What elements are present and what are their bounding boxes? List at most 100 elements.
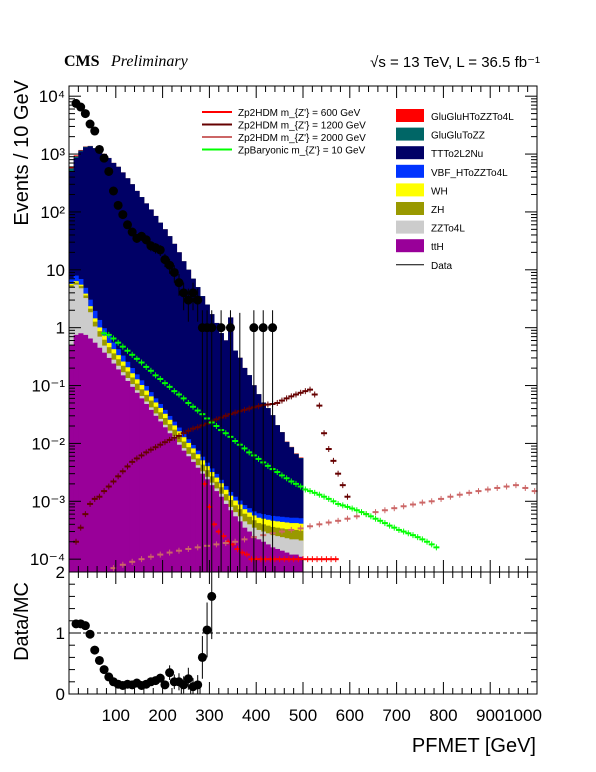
data-point [174,278,184,288]
main-panel: 10⁻⁴ 10⁻³ 10⁻² 10⁻¹ 1 10 10² 10³ 10⁴ [30,85,538,573]
stack-bar [190,461,196,572]
ratio-point [197,652,207,662]
stack-bar [246,531,252,572]
y-tick-label: 10⁻³ [31,492,65,511]
stack-bar [298,458,304,572]
ratio-point [165,668,175,678]
stack-bar [293,454,299,572]
ratio-panel: 0 1 2 100 200 300 400 500 600 700 800 900 1000 [56,563,542,725]
data-point [108,186,118,196]
stack-bar [195,467,201,572]
data-point [90,126,100,136]
legend-background-label: ZH [431,205,444,216]
stack-bar [157,421,163,572]
stack-bar [87,338,93,572]
stack-bar [73,334,79,572]
x-tick-label: 1000 [504,706,542,725]
stack-bar [111,363,117,572]
data-point [80,109,90,119]
ratio-point [80,621,90,631]
stacked-backgrounds [69,145,304,573]
stack-bar [162,427,168,572]
legend-background-swatch [396,146,424,160]
legend-background-swatch [396,127,424,141]
stack-bar [288,554,295,572]
data-point [183,295,193,305]
y-tick-label: 10⁴ [39,87,65,106]
stack-bar [223,503,229,572]
ratio-point [179,680,189,690]
ratio-x-ticks: 100 200 300 400 500 600 700 800 900 1000 [68,572,542,725]
stack-bar [97,347,103,572]
data-point [76,102,86,112]
data-point [104,166,114,176]
stack-bar [101,352,107,572]
legend-background-swatch [396,220,424,234]
stack-bar [279,550,285,572]
ratio-point [202,625,212,635]
ratio-y-tick-label: 0 [56,685,65,704]
x-tick-label: 200 [148,706,176,725]
data-point [258,323,268,333]
stack-bar [242,527,248,572]
legend-background-label: GluGluHToZZTo4L [431,112,514,123]
stack-bar [143,403,149,572]
data-point [127,227,137,237]
stack-bar [153,216,159,573]
ratio-point [85,629,95,639]
x-tick-label: 800 [429,706,457,725]
stack-bar [129,386,135,572]
data-points [71,98,278,572]
ratio-point [193,680,203,690]
ratio-point [90,645,100,655]
stack-bar [256,394,262,572]
data-point [188,288,198,298]
ratio-point [155,673,165,683]
y-tick-label: 10⁻¹ [31,377,65,396]
legend-background-label: ttH [431,242,444,253]
y-tick-label: 10³ [40,145,65,164]
stack-bar [265,408,271,572]
ratio-point [160,680,170,690]
legend-background-label: WH [431,186,448,197]
stack-bar [293,554,299,572]
stack-bar [284,552,290,572]
main-y-ticks: 10⁻⁴ 10⁻³ 10⁻² 10⁻¹ 1 10 10² 10³ 10⁴ [30,87,537,569]
legend-signal-label: Zp2HDM m_{Z'} = 1200 GeV [238,121,366,132]
stack-bar [242,368,248,572]
y-axis-title: Events / 10 GeV [11,79,33,225]
y-tick-label: 10² [40,203,65,222]
stack-bar [176,444,182,572]
legend-signal-label: ZpBaryonic m_{Z'} = 10 GeV [238,146,366,157]
stack-bar [162,229,168,573]
energy-lumi-label: √s = 13 TeV, L = 36.5 fb⁻¹ [370,54,540,71]
stack-bar [171,438,178,572]
stack-bar [232,350,238,572]
legend-signal-label: Zp2HDM m_{Z'} = 600 GeV [238,108,361,119]
data-point [113,200,123,210]
ratio-y-tick-label: 2 [56,563,65,582]
stack-bar [214,323,220,572]
legend-background-label: GluGluToZZ [431,131,485,142]
stack-bar [284,442,290,572]
x-tick-label: 300 [195,706,223,725]
stack-bar [78,333,84,572]
ratio-point [207,591,217,601]
x-tick-label: 400 [242,706,270,725]
status-label: Preliminary [110,53,189,70]
data-point [268,323,278,333]
main-x-ticks [68,86,538,572]
stack-bar [92,342,98,572]
stack-bar [246,375,252,572]
y-tick-label: 10⁻⁴ [30,550,65,569]
data-point [94,144,104,154]
stack-bar [83,334,89,572]
x-tick-label: 500 [289,706,317,725]
stack-bar [148,409,154,572]
stack-bar [69,345,75,572]
data-point [85,119,95,129]
stack-bar [186,269,192,572]
legend-background-label: Data [431,261,453,272]
stack-bar [274,548,280,572]
